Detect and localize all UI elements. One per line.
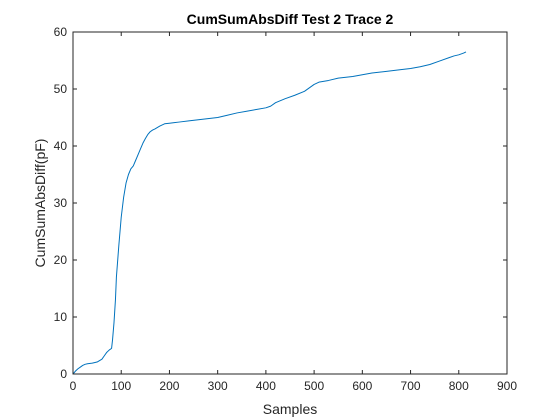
x-tick-label: 600 [352, 379, 372, 393]
axes-layer: 0 100 200 300 400 500 600 700 800 900 0 10 20 30 40 50 6… [54, 25, 518, 393]
y-tick-label: 50 [54, 82, 68, 96]
x-tick-label: 400 [256, 379, 276, 393]
x-tick-label: 900 [497, 379, 517, 393]
series-line-0 [72, 51, 467, 375]
chart-title: CumSumAbsDiff Test 2 Trace 2 [187, 11, 394, 27]
x-tick-label: 200 [159, 379, 179, 393]
plot-area [73, 32, 507, 374]
y-tick-label: 10 [54, 310, 68, 324]
y-tick-label: 20 [54, 253, 68, 267]
x-tick-label: 0 [70, 379, 77, 393]
x-tick-label: 700 [401, 379, 421, 393]
x-tick-label: 100 [111, 379, 131, 393]
y-tick-label: 0 [60, 367, 67, 381]
x-tick-label: 800 [449, 379, 469, 393]
series-layer [72, 51, 467, 375]
y-tick-label: 60 [54, 25, 68, 39]
x-tick-label: 500 [304, 379, 324, 393]
x-axis-title: Samples [263, 401, 317, 417]
y-tick-label: 40 [54, 139, 68, 153]
y-axis-title: CumSumAbsDiff(pF) [32, 139, 48, 268]
y-tick-label: 30 [54, 196, 68, 210]
x-tick-label: 300 [208, 379, 228, 393]
